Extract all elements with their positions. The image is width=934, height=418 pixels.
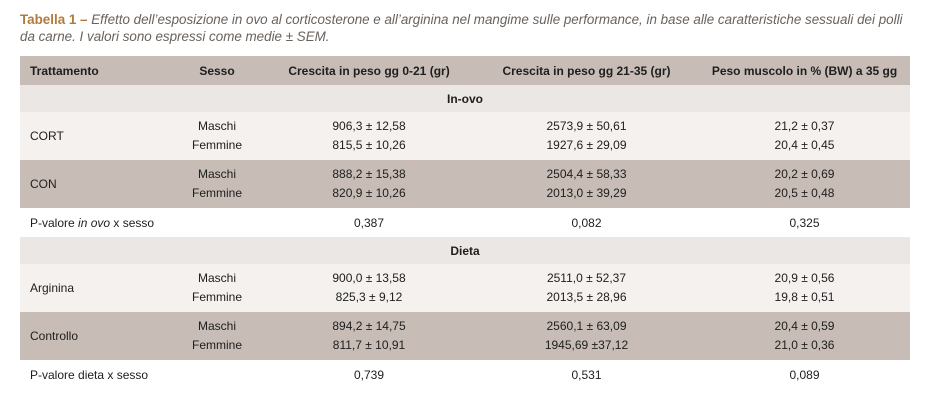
p-value-label-text: P-valore bbox=[30, 215, 79, 230]
value-female: 820,9 ± 10,26 bbox=[332, 186, 406, 200]
table-caption: Tabella 1 – Effetto dell’esposizione in … bbox=[20, 11, 920, 45]
growth-21-35-cell: 2573,9 ± 50,61 1927,6 ± 29,09 bbox=[474, 112, 699, 160]
caption-label: Tabella 1 – bbox=[20, 12, 88, 27]
sex-male: Maschi bbox=[197, 271, 236, 285]
p-value-label-italic: in ovo bbox=[78, 215, 111, 230]
sex-male: Maschi bbox=[197, 319, 236, 333]
value-male: 21,2 ± 0,37 bbox=[774, 119, 835, 133]
treatment-name: CON bbox=[30, 177, 57, 191]
table-header-row: Trattamento Sesso Crescita in peso gg 0-… bbox=[20, 56, 910, 85]
value-female: 21,0 ± 0,36 bbox=[774, 338, 835, 352]
value-male: 2504,4 ± 58,33 bbox=[546, 167, 627, 181]
header-peso-muscolo: Peso muscolo in % (BW) a 35 gg bbox=[711, 63, 898, 78]
value-female: 1927,6 ± 29,09 bbox=[546, 138, 627, 152]
sex-male: Maschi bbox=[197, 167, 236, 181]
results-table: Trattamento Sesso Crescita in peso gg 0-… bbox=[20, 56, 910, 390]
table-row: Arginina Maschi Femmine 900,0 ± 13,58 825,… bbox=[20, 264, 910, 312]
p-value-label: P-valore in ovo x sesso bbox=[20, 208, 264, 237]
growth-21-35-cell: 2560,1 ± 63,09 1945,69 ±37,12 bbox=[474, 312, 699, 360]
value-female: 20,5 ± 0,48 bbox=[774, 186, 835, 200]
p-value-muscle: 0,089 bbox=[789, 368, 820, 382]
growth-0-21-cell: 900,0 ± 13,58 825,3 ± 9,12 bbox=[264, 264, 474, 312]
sex-male: Maschi bbox=[197, 119, 236, 133]
value-male: 20,9 ± 0,56 bbox=[774, 271, 835, 285]
value-female: 1945,69 ±37,12 bbox=[544, 338, 629, 352]
section-row-in-ovo: In-ovo bbox=[20, 85, 910, 112]
value-male: 906,3 ± 12,58 bbox=[332, 119, 406, 133]
table-row: CORT Maschi Femmine 906,3 ± 12,58 815,5 ± … bbox=[20, 112, 910, 160]
sex-female: Femmine bbox=[191, 338, 242, 352]
sex-cell: Maschi Femmine bbox=[170, 264, 264, 312]
value-female: 815,5 ± 10,26 bbox=[332, 138, 406, 152]
sex-cell: Maschi Femmine bbox=[170, 112, 264, 160]
p-value-growth-0-21: 0,387 bbox=[353, 215, 385, 230]
value-female: 811,7 ± 10,91 bbox=[332, 338, 406, 352]
section-row-dieta: Dieta bbox=[20, 237, 910, 264]
table-row: CON Maschi Femmine 888,2 ± 15,38 820,9 ± 1… bbox=[20, 160, 910, 208]
value-female: 19,8 ± 0,51 bbox=[774, 290, 835, 304]
value-male: 888,2 ± 15,38 bbox=[332, 167, 406, 181]
value-male: 2560,1 ± 63,09 bbox=[546, 319, 627, 333]
value-male: 2511,0 ± 52,37 bbox=[546, 271, 627, 285]
sex-female: Femmine bbox=[191, 186, 242, 200]
sex-female: Femmine bbox=[191, 290, 242, 304]
sex-cell: Maschi Femmine bbox=[170, 312, 264, 360]
section-title: Dieta bbox=[450, 243, 480, 258]
value-male: 2573,9 ± 50,61 bbox=[546, 119, 627, 133]
growth-0-21-cell: 894,2 ± 14,75 811,7 ± 10,91 bbox=[264, 312, 474, 360]
value-female: 2013,5 ± 28,96 bbox=[546, 290, 627, 304]
caption-text: Effetto dell’esposizione in ovo al corti… bbox=[20, 12, 903, 44]
p-value-label: P-valore dieta x sesso bbox=[30, 368, 149, 382]
treatment-name: CORT bbox=[30, 129, 64, 143]
header-crescita-21-35: Crescita in peso gg 21-35 (gr) bbox=[502, 63, 671, 78]
treatment-name: Arginina bbox=[30, 281, 75, 295]
muscle-cell: 20,4 ± 0,59 21,0 ± 0,36 bbox=[699, 312, 910, 360]
table-row: Controllo Maschi Femmine 894,2 ± 14,75 811… bbox=[20, 312, 910, 360]
value-female: 825,3 ± 9,12 bbox=[335, 290, 403, 304]
growth-21-35-cell: 2504,4 ± 58,33 2013,0 ± 39,29 bbox=[474, 160, 699, 208]
growth-0-21-cell: 888,2 ± 15,38 820,9 ± 10,26 bbox=[264, 160, 474, 208]
header-crescita-0-21: Crescita in peso gg 0-21 (gr) bbox=[288, 63, 450, 78]
p-value-row-in-ovo: P-valore in ovo x sesso 0,387 0,082 0,32… bbox=[20, 208, 910, 237]
value-male: 894,2 ± 14,75 bbox=[332, 319, 406, 333]
sex-cell: Maschi Femmine bbox=[170, 160, 264, 208]
p-value-growth-0-21: 0,739 bbox=[353, 368, 385, 382]
p-value-growth-21-35: 0,082 bbox=[571, 215, 602, 230]
section-title: In-ovo bbox=[447, 91, 483, 106]
p-value-row-dieta: P-valore dieta x sesso 0,739 0,531 0,089 bbox=[20, 360, 910, 390]
muscle-cell: 20,2 ± 0,69 20,5 ± 0,48 bbox=[699, 160, 910, 208]
p-value-growth-21-35: 0,531 bbox=[571, 368, 602, 382]
value-female: 20,4 ± 0,45 bbox=[774, 138, 835, 152]
muscle-cell: 20,9 ± 0,56 19,8 ± 0,51 bbox=[699, 264, 910, 312]
value-female: 2013,0 ± 39,29 bbox=[546, 186, 627, 200]
growth-0-21-cell: 906,3 ± 12,58 815,5 ± 10,26 bbox=[264, 112, 474, 160]
value-male: 20,2 ± 0,69 bbox=[774, 167, 835, 181]
header-sesso: Sesso bbox=[199, 63, 235, 78]
growth-21-35-cell: 2511,0 ± 52,37 2013,5 ± 28,96 bbox=[474, 264, 699, 312]
sex-female: Femmine bbox=[191, 138, 242, 152]
treatment-name: Controllo bbox=[30, 329, 79, 343]
value-male: 20,4 ± 0,59 bbox=[774, 319, 835, 333]
muscle-cell: 21,2 ± 0,37 20,4 ± 0,45 bbox=[699, 112, 910, 160]
p-value-label-suffix: x sesso bbox=[110, 215, 155, 230]
value-male: 900,0 ± 13,58 bbox=[332, 271, 406, 285]
header-trattamento: Trattamento bbox=[30, 63, 99, 78]
p-value-muscle: 0,325 bbox=[789, 215, 820, 230]
